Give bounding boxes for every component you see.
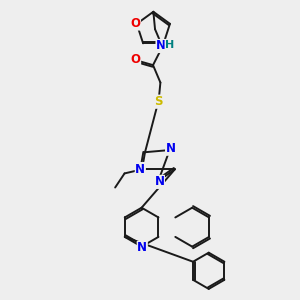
Text: O: O [130,17,140,30]
Text: N: N [156,40,166,52]
Text: N: N [166,142,176,155]
Text: H: H [165,40,174,50]
Text: S: S [154,95,163,108]
Text: N: N [154,176,164,188]
Text: N: N [135,163,145,176]
Text: N: N [137,242,147,254]
Text: O: O [130,52,141,66]
